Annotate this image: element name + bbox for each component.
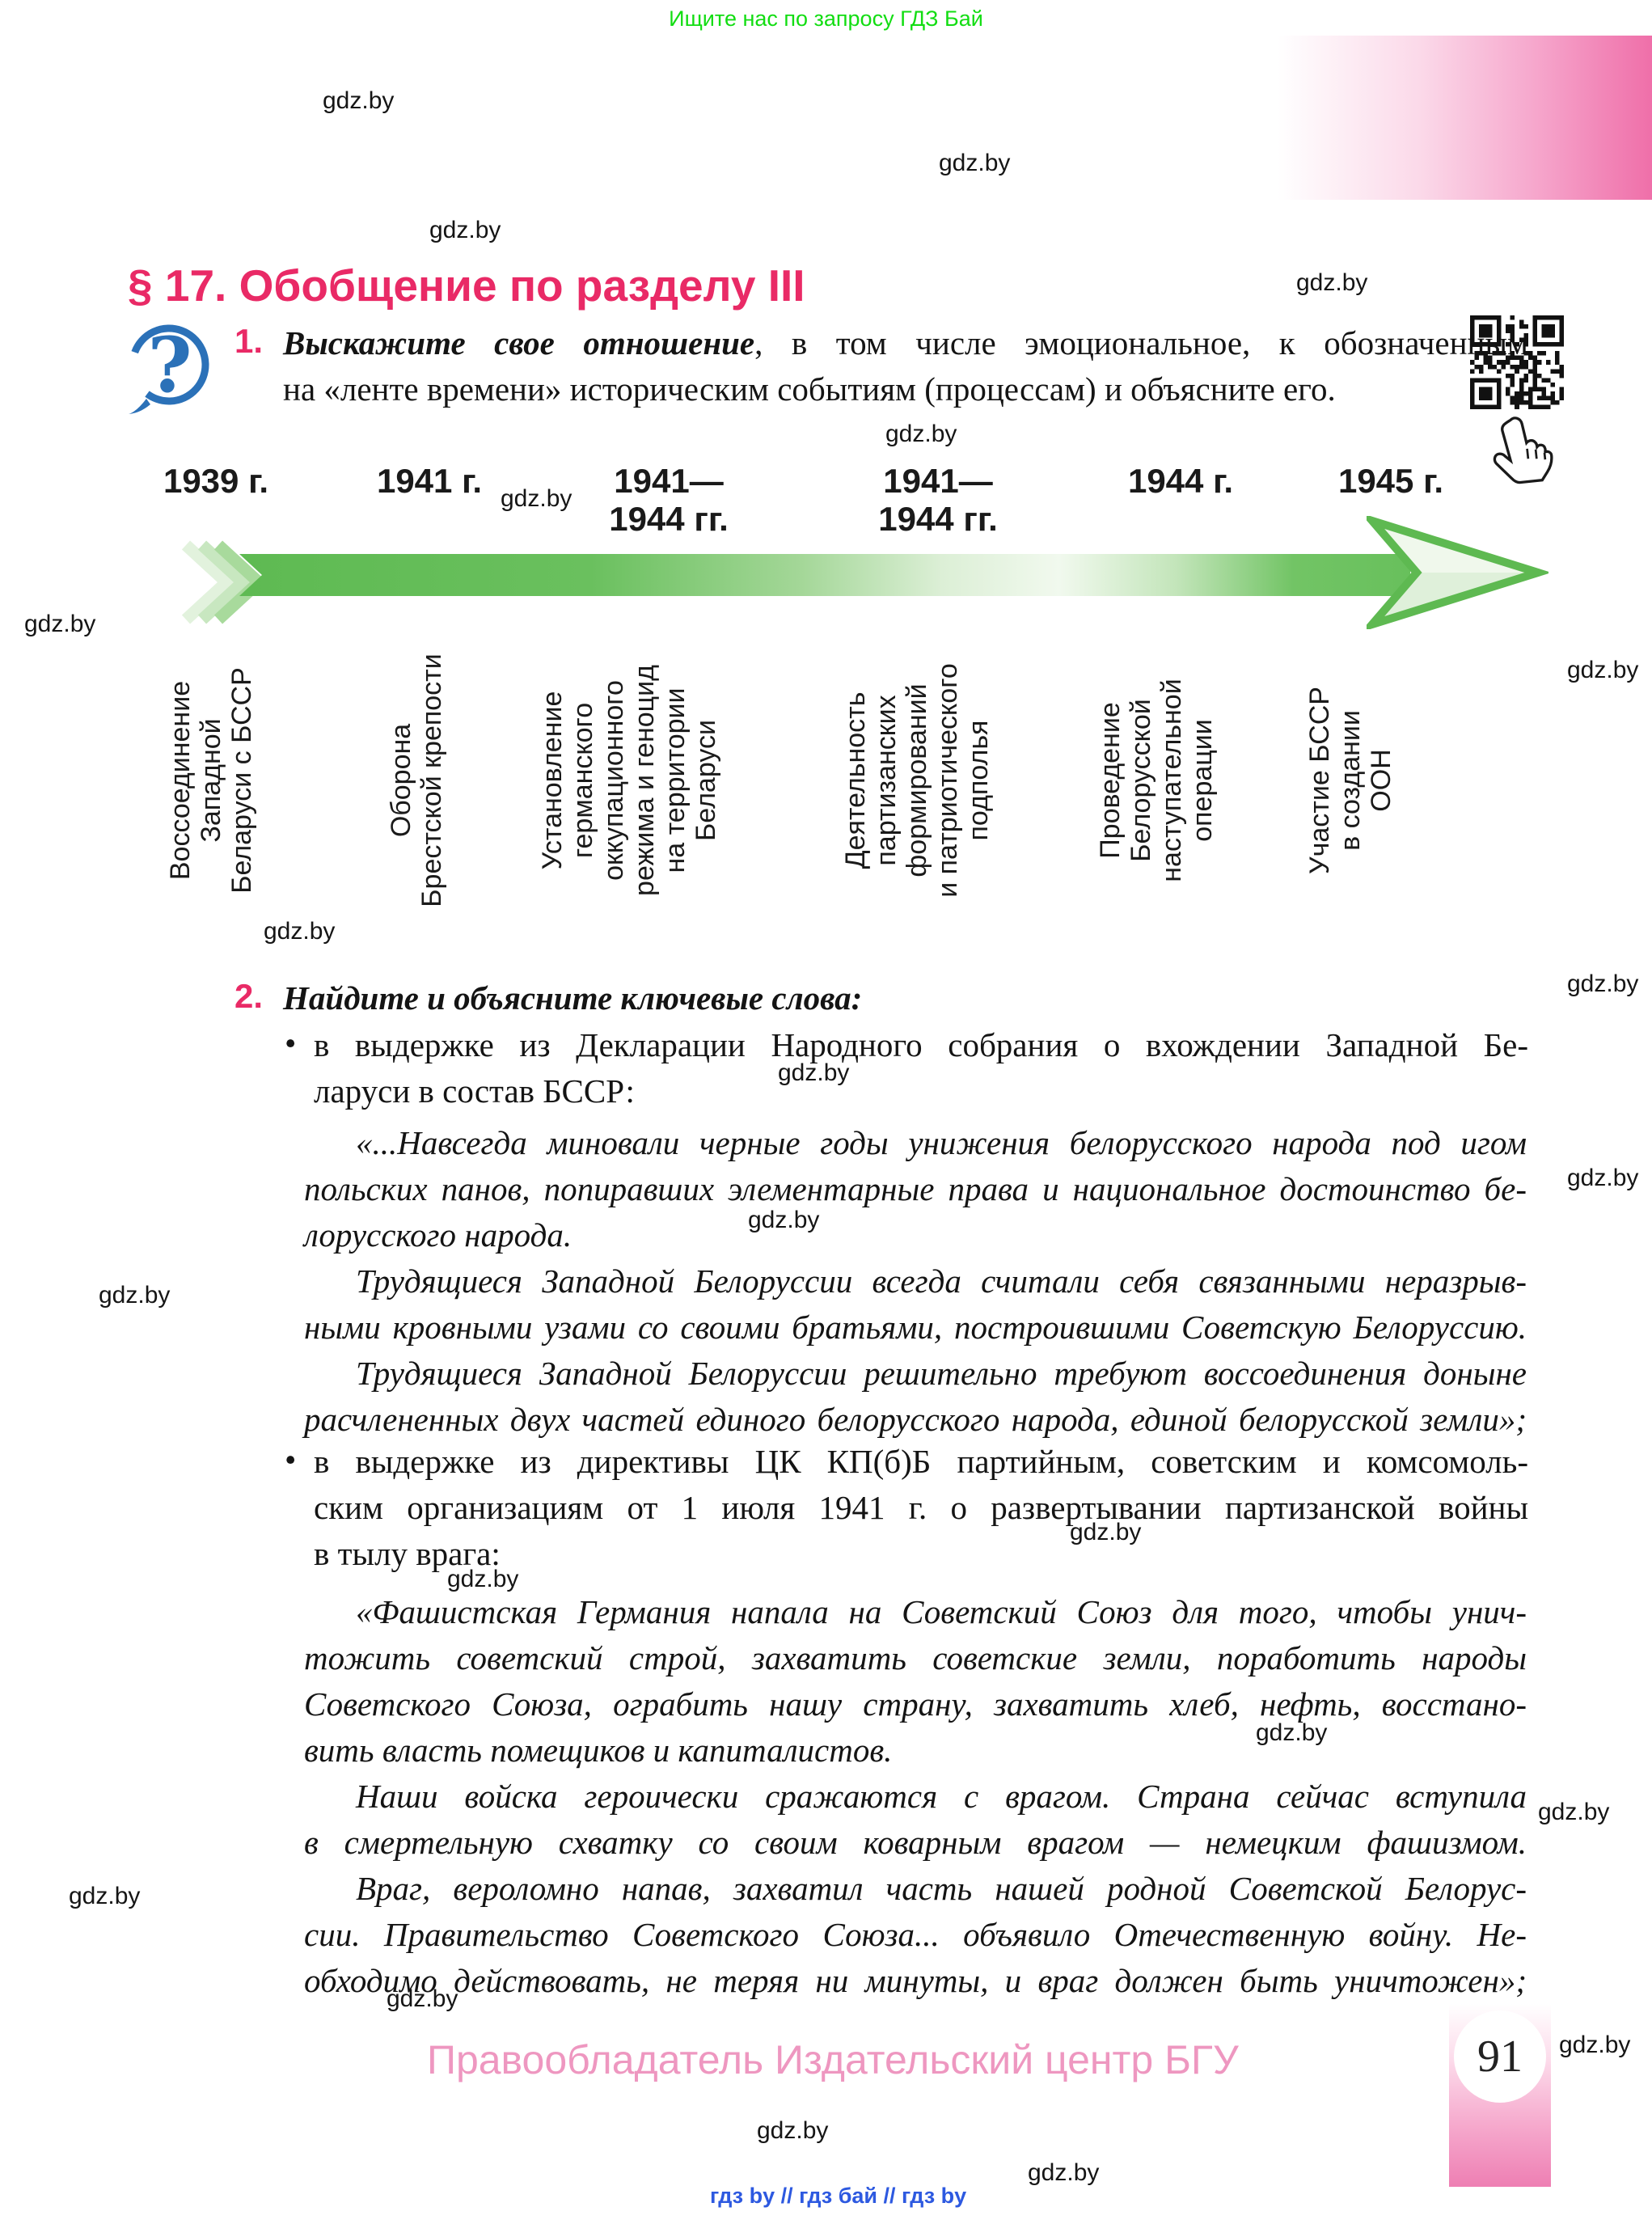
bullet-marker: • bbox=[285, 1025, 297, 1062]
timeline-event-label: Участие БССР в создании ООН bbox=[1304, 687, 1396, 874]
timeline-year: 1939 г. bbox=[163, 462, 269, 500]
gdz-watermark: gdz.by bbox=[387, 1985, 458, 2012]
gdz-watermark: gdz.by bbox=[429, 217, 501, 243]
gdz-watermark: gdz.by bbox=[757, 2117, 829, 2144]
hand-cursor-icon bbox=[1477, 414, 1561, 491]
timeline-event-wrap: Участие БССР в создании ООН bbox=[1172, 603, 1528, 958]
question1-line1-rest: , в том числе эмоциональное, к обозначен… bbox=[754, 324, 1528, 362]
quote-line: Трудящиеся Западной Белоруссии всегда сч… bbox=[356, 1262, 1527, 1300]
gdz-watermark: gdz.by bbox=[1538, 1799, 1610, 1825]
quote-line: обходимо действовать, не теряя ни минуты… bbox=[304, 1962, 1527, 1999]
gdz-watermark: gdz.by bbox=[1567, 1165, 1639, 1191]
gdz-watermark: gdz.by bbox=[323, 87, 395, 114]
gdz-watermark: gdz.by bbox=[885, 421, 957, 447]
gdz-watermark: gdz.by bbox=[1559, 2032, 1631, 2058]
quote-line: польских панов, попиравших элементарные … bbox=[304, 1170, 1527, 1207]
question-mark-icon: ? bbox=[121, 320, 217, 421]
timeline-year: 1941— 1944 гг. bbox=[878, 462, 998, 538]
bullet2-text: в выдержке из директивы ЦК КП(б)Б партий… bbox=[314, 1439, 1528, 1577]
question2-number: 2. bbox=[234, 977, 264, 1015]
bullet1-line: ларуси в состав БССР: bbox=[314, 1072, 635, 1110]
quote-line: Советского Союза, ограбить нашу страну, … bbox=[304, 1685, 1527, 1723]
timeline-arrow-band bbox=[239, 554, 1410, 596]
quote-line: Трудящиеся Западной Белоруссии решительн… bbox=[356, 1355, 1527, 1392]
bullet2-line: ским организациям от 1 июля 1941 г. о ра… bbox=[314, 1489, 1528, 1526]
gdz-watermark: gdz.by bbox=[447, 1566, 519, 1592]
gdz-watermark: gdz.by bbox=[99, 1282, 171, 1309]
top-right-gradient-bar bbox=[1278, 36, 1652, 200]
bullet2-line: в тылу врага: bbox=[314, 1535, 501, 1572]
quote-line: в смертельную схватку со своим коварным … bbox=[304, 1824, 1527, 1861]
timeline-arrow-head bbox=[1359, 513, 1552, 633]
bullet2-line: в выдержке из директивы ЦК КП(б)Б партий… bbox=[314, 1443, 1528, 1480]
question2-heading: Найдите и объясните ключевые слова: bbox=[283, 979, 863, 1017]
gdz-watermark: gdz.by bbox=[939, 150, 1011, 176]
quote2-text: «Фашистская Германия напала на Советский… bbox=[304, 1589, 1527, 2004]
question1-line1: Выскажите свое отношение, в том числе эм… bbox=[283, 320, 1528, 366]
copyright-text: Правообладатель Издательский центр БГУ bbox=[427, 2037, 1239, 2082]
timeline-year: 1944 г. bbox=[1127, 462, 1234, 500]
quote-line: «Фашистская Германия напала на Советский… bbox=[356, 1593, 1527, 1630]
quote-line: тожить советский строй, захватить советс… bbox=[304, 1639, 1527, 1676]
gdz-watermark: gdz.by bbox=[24, 611, 96, 637]
quote-line: лорусского народа. bbox=[304, 1216, 572, 1254]
gdz-watermark: gdz.by bbox=[1070, 1519, 1142, 1545]
gdz-watermark: gdz.by bbox=[748, 1207, 820, 1233]
bullet1-text: в выдержке из Декларации Народного собра… bbox=[314, 1022, 1528, 1114]
gdz-watermark: gdz.by bbox=[1567, 657, 1639, 683]
timeline-year: 1941 г. bbox=[376, 462, 483, 500]
timeline-event-label: Оборона Брестской крепости bbox=[386, 653, 447, 907]
gdz-watermark: gdz.by bbox=[1028, 2159, 1100, 2186]
page-number-badge: 91 bbox=[1454, 2010, 1546, 2103]
quote-line: ными кровными узами со своими братьями, … bbox=[304, 1309, 1527, 1346]
gdz-watermark: gdz.by bbox=[1256, 1719, 1328, 1746]
promo-text: Ищите нас по запросу ГДЗ Бай bbox=[669, 6, 983, 31]
gdz-watermark: gdz.by bbox=[1567, 970, 1639, 997]
page-title: § 17. Обобщение по разделу III bbox=[128, 260, 805, 311]
timeline-event-label: Установление германского оккупационного … bbox=[537, 665, 721, 896]
qr-code[interactable] bbox=[1470, 315, 1564, 413]
bottom-links[interactable]: гдз by // гдз бай // гдз by bbox=[710, 2184, 967, 2208]
timeline-year: 1945 г. bbox=[1337, 462, 1444, 500]
quote-line: «...Навсегда миновали черные годы унижен… bbox=[356, 1124, 1527, 1161]
bullet-marker: • bbox=[285, 1441, 297, 1478]
quote-line: Враг, вероломно напав, захватил часть на… bbox=[356, 1870, 1527, 1907]
quote-line: вить власть помещиков и капиталистов. bbox=[304, 1731, 893, 1769]
svg-text:?: ? bbox=[147, 321, 192, 410]
bullet1-line: в выдержке из Декларации Народного собра… bbox=[314, 1026, 1528, 1063]
timeline-event-label: Деятельность партизанских формирований и… bbox=[840, 663, 994, 898]
gdz-watermark: gdz.by bbox=[501, 485, 572, 512]
quote1-text: «...Навсегда миновали черные годы унижен… bbox=[304, 1120, 1527, 1443]
question1-line2: на «ленте времени» историческим событиям… bbox=[283, 370, 1336, 408]
quote-line: Наши войска героически сражаются с враго… bbox=[356, 1778, 1527, 1815]
gdz-watermark: gdz.by bbox=[69, 1883, 141, 1909]
question1-text: Выскажите свое отношение, в том числе эм… bbox=[283, 320, 1528, 412]
quote-line: расчлененных двух частей единого белорус… bbox=[304, 1401, 1527, 1438]
gdz-watermark: gdz.by bbox=[264, 918, 336, 945]
quote-line: сии. Правительство Советского Союза... о… bbox=[304, 1916, 1527, 1953]
timeline-year: 1941— 1944 гг. bbox=[609, 462, 729, 538]
gdz-watermark: gdz.by bbox=[778, 1059, 850, 1086]
question1-lead: Выскажите свое отношение bbox=[283, 324, 755, 362]
gdz-watermark: gdz.by bbox=[1296, 269, 1368, 296]
question1-number: 1. bbox=[234, 322, 264, 360]
